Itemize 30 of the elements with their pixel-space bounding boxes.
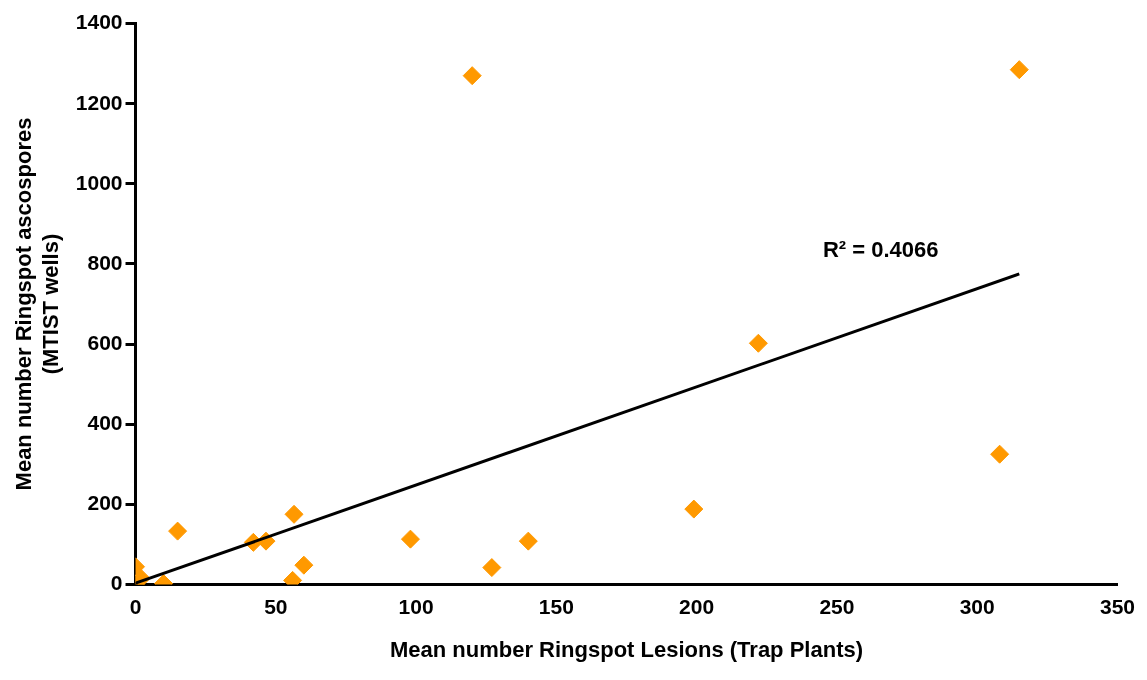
x-tick-label: 50 [264,594,288,618]
y-tick-label: 200 [87,491,123,515]
point [482,558,502,578]
y-tick-label: 600 [87,330,123,354]
point [518,531,538,551]
y-tick-label: 0 [110,571,123,595]
x-tick-label: 0 [129,594,142,618]
y-tick-label: 400 [87,410,123,434]
point [168,521,188,541]
x-tick-label: 100 [398,594,434,618]
x-tick-label: 350 [1099,594,1135,618]
x-tick-label: 300 [959,594,995,618]
point [400,529,420,549]
y-tick-label: 1000 [75,170,123,194]
x-axis-title: Mean number Ringspot Lesions (Trap Plants) [389,636,864,662]
point [684,499,704,519]
x-tick-label: 250 [819,594,855,618]
annotation: R² = 0.4066 [822,237,939,262]
y-tick-label: 1400 [75,10,123,34]
y-tick-label: 1200 [75,90,123,114]
y-tick-label: 800 [87,250,123,274]
point [748,333,768,353]
x-tick-label: 150 [538,594,574,618]
point [462,66,482,86]
point [990,444,1010,464]
point [284,504,304,524]
point [1009,60,1029,80]
y-axis-title: Mean number Ringspot ascospores (MTIST wells) [11,117,63,491]
point [294,555,314,575]
x-tick-label: 200 [679,594,715,618]
